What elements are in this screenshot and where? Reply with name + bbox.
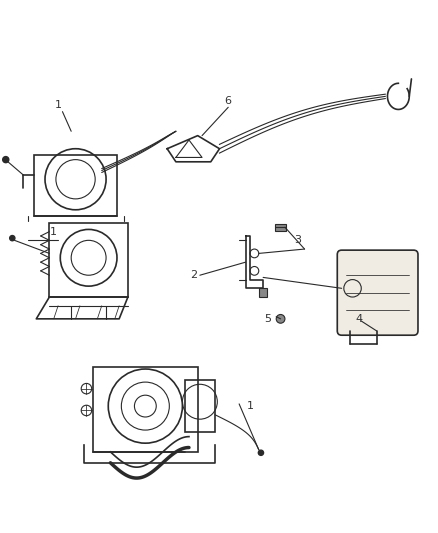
Text: 2: 2 [189,270,196,280]
FancyBboxPatch shape [336,250,417,335]
Bar [93,367,197,452]
Bar [275,224,285,231]
Text: 1: 1 [246,401,253,411]
Text: 1: 1 [54,100,61,110]
Text: 6: 6 [224,96,231,106]
Bar [184,380,215,432]
Text: 4: 4 [355,314,362,324]
Bar [49,223,127,297]
Circle shape [276,314,284,323]
Circle shape [10,236,15,241]
Circle shape [3,157,9,163]
Bar [34,155,117,216]
Text: 1: 1 [50,227,57,237]
Bar [258,288,267,297]
Text: 5: 5 [263,314,270,324]
Text: 3: 3 [294,236,301,245]
Circle shape [258,450,263,455]
